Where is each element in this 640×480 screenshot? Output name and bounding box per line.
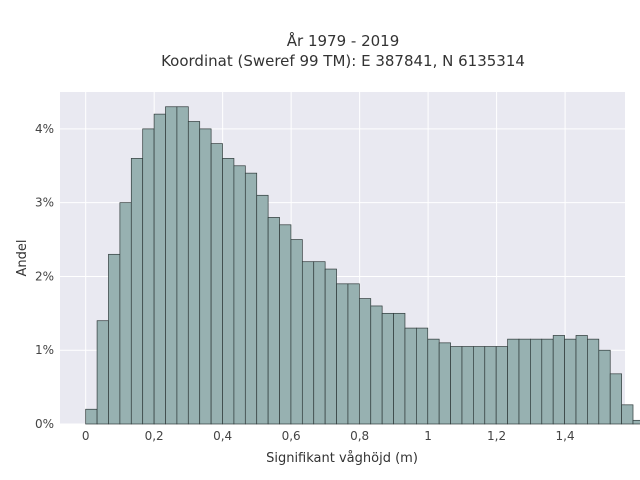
histogram-bar: [393, 312, 406, 425]
histogram-bar: [279, 224, 292, 425]
y-axis-ticks: 0% 1% 2% 3% 4%: [35, 122, 54, 431]
x-tick-label: 0,6: [282, 429, 301, 443]
histogram-bar: [518, 338, 531, 425]
x-axis-ticks: 0 0,2 0,4 0,6 0,8 1 1,2 1,4: [82, 429, 575, 443]
histogram-bar: [609, 373, 622, 425]
histogram-bar: [587, 338, 600, 425]
histogram-bar: [381, 312, 394, 425]
histogram-bar: [427, 338, 440, 425]
histogram-bar: [210, 143, 223, 425]
x-tick-label: 1,2: [487, 429, 506, 443]
histogram-bar: [313, 261, 326, 425]
histogram-bar: [564, 338, 577, 425]
x-tick-label: 0: [82, 429, 90, 443]
y-tick-label: 1%: [35, 343, 54, 357]
histogram-bar: [484, 346, 497, 425]
histogram-bar: [96, 320, 109, 425]
histogram-bar: [541, 338, 554, 425]
histogram-bar: [370, 305, 383, 425]
x-tick-label: 0,4: [213, 429, 232, 443]
histogram-bar: [461, 346, 474, 425]
histogram-bar: [290, 239, 303, 425]
histogram-bar: [108, 253, 121, 425]
histogram-bar: [256, 194, 269, 425]
histogram-bar: [450, 346, 463, 425]
histogram-bar: [507, 338, 520, 425]
histogram-bar: [130, 158, 144, 425]
histogram-bar: [165, 106, 178, 425]
histogram-bar: [233, 165, 246, 425]
histogram-bar: [244, 172, 258, 425]
histogram-bar: [530, 338, 543, 425]
histogram-bar: [336, 283, 349, 425]
histogram-bar: [153, 113, 166, 425]
histogram-bar: [347, 283, 360, 425]
y-axis-label: Andel: [15, 240, 30, 277]
chart-title: År 1979 - 2019: [287, 31, 400, 50]
y-tick-label: 3%: [35, 196, 54, 210]
histogram-bar: [324, 268, 337, 425]
histogram-bar: [416, 327, 429, 425]
x-tick-label: 0,8: [350, 429, 369, 443]
y-tick-label: 2%: [35, 269, 54, 283]
histogram-bar: [404, 327, 417, 425]
x-tick-label: 1,4: [556, 429, 575, 443]
histogram-bar: [495, 346, 508, 425]
y-tick-label: 4%: [35, 122, 54, 136]
histogram-bar: [473, 346, 486, 425]
histogram-bar: [199, 128, 212, 425]
histogram-bar: [267, 217, 280, 425]
histogram-bar: [176, 106, 189, 425]
histogram-bar: [552, 335, 565, 425]
histogram-bar: [632, 419, 640, 425]
x-axis-label: Signifikant våghöjd (m): [266, 451, 418, 466]
histogram-bar: [621, 404, 634, 425]
y-tick-label: 0%: [35, 417, 54, 431]
histogram-bar: [598, 349, 611, 425]
histogram-bar: [142, 128, 155, 425]
histogram-bar: [222, 158, 235, 425]
histogram-bar: [575, 335, 588, 425]
histogram-bar: [438, 342, 451, 425]
histogram-bar: [119, 202, 132, 425]
chart-subtitle: Koordinat (Sweref 99 TM): E 387841, N 61…: [161, 52, 525, 70]
histogram-bar: [85, 408, 98, 425]
histogram-bar: [187, 121, 201, 425]
bars: [85, 106, 640, 425]
histogram-bar: [301, 261, 315, 425]
histogram-bar: [358, 298, 372, 425]
x-tick-label: 1: [424, 429, 432, 443]
x-tick-label: 0,2: [145, 429, 164, 443]
